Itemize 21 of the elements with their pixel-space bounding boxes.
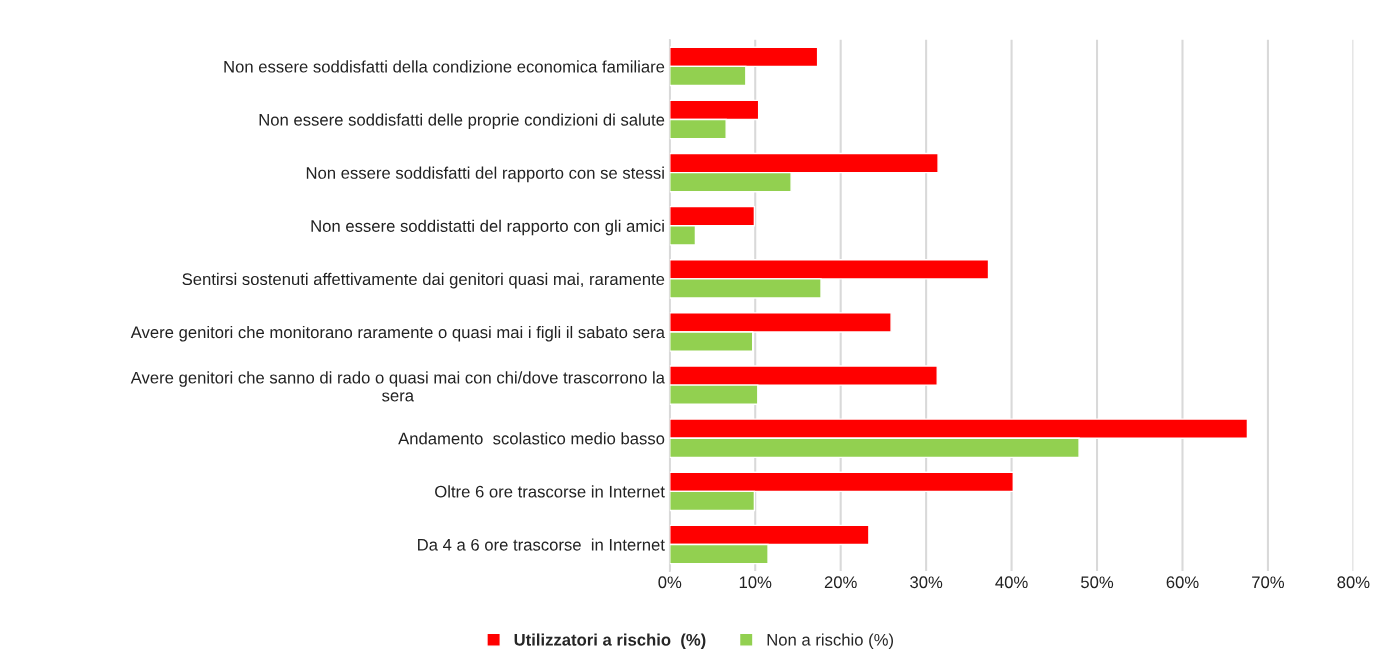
x-tick-label: 70% bbox=[1252, 576, 1285, 589]
y-tick-label: Avere genitori che monitorano raramente o quasi mai i figli il sabato sera bbox=[130, 325, 665, 342]
y-tick-label: Non essere soddisfatti della condizione economica familiare bbox=[224, 60, 665, 73]
x-tick-label: 40% bbox=[995, 576, 1028, 589]
x-tick-label: 60% bbox=[1166, 576, 1199, 589]
x-tick-label: 0% bbox=[658, 576, 682, 589]
y-tick-label: Oltre 6 ore trascorse in Internet bbox=[435, 485, 665, 498]
legend-label: Non a rischio (%) bbox=[767, 633, 894, 649]
x-tick-label: 80% bbox=[1337, 576, 1370, 589]
y-tick-label: Avere genitori che sanno di rado o quasi mai con chi/dove trascorrono la sera bbox=[130, 371, 665, 402]
y-tick-label: Da 4 a 6 ore trascorse in Internet bbox=[418, 538, 665, 551]
y-tick-label: Sentirsi sostenuti affettivamente dai genitori quasi mai, raramente bbox=[182, 272, 665, 289]
y-tick-label: Non essere soddisfatti delle proprie condizioni di salute bbox=[259, 113, 665, 130]
x-tick-label: 50% bbox=[1081, 576, 1114, 589]
x-tick-label: 20% bbox=[824, 576, 857, 589]
x-tick-label: 10% bbox=[739, 576, 772, 589]
y-tick-label: Andamento scolastico medio basso bbox=[398, 432, 665, 445]
y-tick-label: Non essere soddisfatti del rapporto con se stessi bbox=[306, 166, 664, 183]
y-tick-label: Non essere soddistatti del rapporto con gli amici bbox=[311, 219, 664, 236]
x-tick-label: 30% bbox=[910, 576, 943, 589]
legend-label: Utilizzatori a rischio (%) bbox=[514, 633, 706, 649]
